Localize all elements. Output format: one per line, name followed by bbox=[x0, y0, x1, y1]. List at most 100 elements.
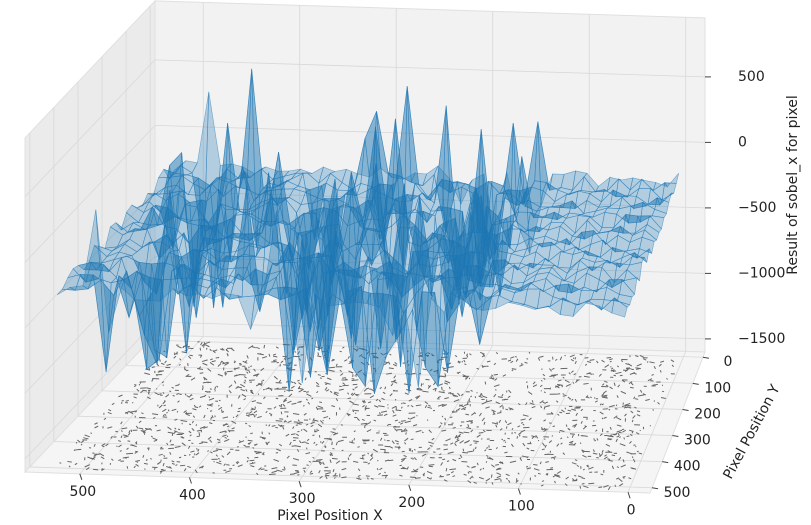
contour-mark bbox=[263, 380, 264, 381]
contour-mark bbox=[417, 389, 422, 390]
contour-mark bbox=[532, 400, 533, 402]
x-tick bbox=[189, 478, 191, 484]
contour-mark bbox=[355, 413, 356, 414]
contour-mark bbox=[596, 458, 599, 459]
contour-mark bbox=[450, 417, 453, 418]
contour-mark bbox=[423, 369, 427, 370]
contour-mark bbox=[368, 477, 369, 479]
contour-mark bbox=[410, 477, 416, 478]
contour-mark bbox=[631, 368, 632, 369]
z-tick-label: 0 bbox=[738, 134, 747, 150]
contour-mark bbox=[186, 370, 189, 371]
contour-mark bbox=[406, 432, 407, 434]
contour-mark bbox=[381, 406, 385, 407]
contour-mark bbox=[612, 455, 615, 456]
contour-mark bbox=[263, 389, 265, 390]
contour-mark bbox=[504, 452, 507, 453]
contour-mark bbox=[396, 410, 402, 411]
contour-mark bbox=[203, 345, 205, 346]
contour-mark bbox=[354, 438, 355, 440]
contour-mark bbox=[542, 449, 545, 450]
contour-mark bbox=[201, 442, 207, 443]
contour-mark bbox=[517, 436, 518, 438]
contour-mark bbox=[464, 432, 470, 433]
contour-mark bbox=[148, 448, 149, 449]
contour-mark bbox=[348, 458, 349, 460]
contour-mark bbox=[227, 371, 233, 372]
contour-mark bbox=[544, 439, 545, 440]
contour-mark bbox=[362, 455, 365, 456]
contour-mark bbox=[442, 387, 443, 390]
contour-mark bbox=[178, 433, 184, 434]
contour-mark bbox=[428, 385, 429, 386]
y-tick-label: 500 bbox=[664, 485, 691, 501]
contour-mark bbox=[461, 462, 467, 463]
contour-mark bbox=[324, 447, 326, 448]
contour-mark bbox=[276, 398, 278, 399]
contour-mark bbox=[470, 445, 472, 446]
contour-mark bbox=[332, 458, 338, 459]
contour-mark bbox=[59, 463, 61, 464]
contour-mark bbox=[377, 415, 383, 416]
contour-mark bbox=[462, 452, 468, 453]
contour-mark bbox=[339, 386, 342, 387]
contour-mark bbox=[134, 386, 136, 387]
contour-mark bbox=[329, 367, 335, 368]
contour-mark bbox=[526, 466, 528, 467]
contour-mark bbox=[281, 412, 282, 415]
contour-mark bbox=[533, 464, 537, 465]
contour-mark bbox=[406, 430, 407, 431]
contour-mark bbox=[447, 461, 449, 462]
contour-mark bbox=[187, 346, 189, 347]
contour-mark bbox=[169, 391, 171, 392]
x-tick bbox=[299, 481, 301, 487]
contour-mark bbox=[498, 397, 503, 398]
contour-mark bbox=[613, 369, 614, 372]
contour-mark bbox=[197, 436, 200, 437]
contour-mark bbox=[479, 432, 484, 433]
contour-mark bbox=[550, 468, 553, 469]
contour-mark bbox=[120, 451, 122, 452]
contour-mark bbox=[317, 429, 318, 430]
contour-mark bbox=[485, 382, 486, 385]
contour-mark bbox=[463, 449, 464, 452]
contour-mark bbox=[371, 479, 374, 480]
y-tick bbox=[683, 409, 689, 410]
contour-mark bbox=[444, 449, 448, 450]
contour-mark bbox=[506, 426, 507, 428]
contour-mark bbox=[189, 355, 192, 356]
contour-mark bbox=[407, 406, 409, 407]
contour-mark bbox=[215, 390, 216, 391]
contour-mark bbox=[197, 448, 198, 450]
contour-mark bbox=[653, 410, 654, 411]
x-tick-label: 0 bbox=[627, 502, 636, 518]
z-tick-label: −1000 bbox=[738, 265, 785, 281]
x-axis-label: Pixel Position X bbox=[277, 508, 383, 524]
contour-mark bbox=[598, 487, 602, 488]
y-tick bbox=[652, 488, 658, 489]
contour-mark bbox=[468, 472, 469, 474]
contour-mark bbox=[342, 378, 346, 379]
x-tick-label: 100 bbox=[508, 499, 535, 515]
x-tick bbox=[628, 492, 630, 498]
contour-mark bbox=[446, 468, 447, 471]
contour-mark bbox=[276, 421, 283, 422]
contour-mark bbox=[270, 415, 271, 416]
contour-mark bbox=[325, 384, 327, 385]
contour-mark bbox=[594, 438, 595, 440]
contour-mark bbox=[200, 373, 204, 374]
z-axis-label: Result of sobel_x for pixel bbox=[785, 95, 801, 274]
y-tick bbox=[662, 462, 668, 463]
contour-mark bbox=[310, 419, 311, 420]
contour-mark bbox=[637, 451, 639, 452]
contour-mark bbox=[460, 425, 462, 426]
contour-mark bbox=[593, 374, 594, 375]
contour-mark bbox=[250, 433, 253, 434]
contour-mark bbox=[172, 387, 174, 388]
contour-mark bbox=[512, 369, 516, 370]
contour-mark bbox=[128, 441, 131, 442]
contour-mark bbox=[310, 474, 313, 475]
contour-mark bbox=[256, 414, 257, 415]
contour-mark bbox=[385, 446, 390, 447]
contour-mark bbox=[319, 402, 322, 403]
